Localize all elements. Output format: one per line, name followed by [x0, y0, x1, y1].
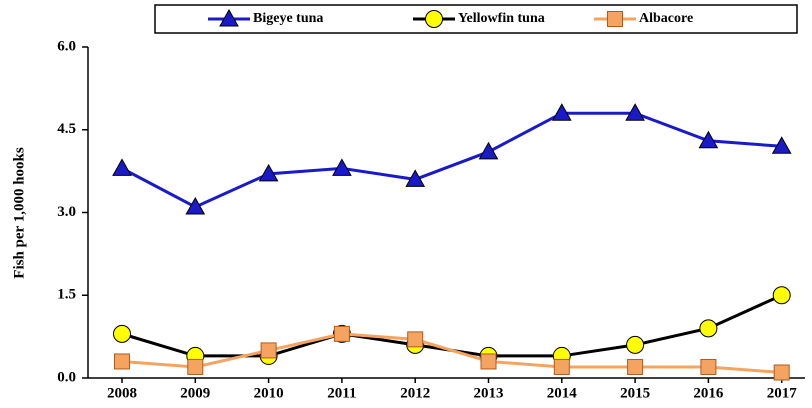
y-tick-label: 3.0 — [57, 204, 76, 220]
y-tick-label: 4.5 — [57, 121, 76, 137]
x-tick-label: 2017 — [767, 385, 798, 401]
data-point — [187, 358, 204, 375]
data-point — [699, 319, 718, 338]
data-point — [260, 342, 277, 359]
legend-marker — [607, 11, 623, 27]
x-tick-label: 2009 — [180, 385, 210, 401]
x-tick-label: 2010 — [254, 385, 284, 401]
data-point — [700, 358, 717, 375]
legend-marker — [425, 10, 443, 28]
series-line — [121, 111, 782, 209]
data-point — [407, 331, 424, 348]
legend-marker — [219, 8, 239, 27]
data-point — [551, 103, 572, 121]
series-line — [121, 293, 783, 358]
data-point — [627, 358, 644, 375]
x-tick-label: 2012 — [400, 385, 430, 401]
data-point — [478, 141, 499, 160]
legend-box — [154, 4, 798, 34]
data-point — [112, 158, 132, 176]
legend-label: Yellowfin tuna — [458, 11, 545, 26]
y-tick-label: 6.0 — [57, 38, 76, 54]
x-tick-label: 2015 — [620, 385, 650, 401]
data-point — [626, 335, 645, 354]
data-point — [771, 136, 792, 154]
data-point — [185, 196, 206, 215]
data-point — [333, 325, 350, 342]
x-tick-label: 2011 — [327, 385, 356, 401]
series-line — [121, 332, 782, 374]
data-point — [772, 286, 791, 305]
x-tick-label: 2014 — [547, 385, 578, 401]
data-point — [698, 130, 719, 149]
x-tick-label: 2008 — [107, 385, 137, 401]
y-axis-label: Fish per 1,000 hooks — [11, 147, 27, 279]
data-point — [480, 353, 497, 370]
legend-label: Albacore — [639, 11, 693, 26]
legend-label: Bigeye tuna — [253, 11, 323, 26]
x-tick-label: 2013 — [474, 385, 504, 401]
data-point — [625, 103, 645, 121]
x-tick-label: 2016 — [693, 385, 724, 401]
data-point — [773, 364, 790, 381]
data-point — [332, 158, 352, 176]
data-point — [113, 324, 131, 343]
data-point — [114, 353, 130, 370]
y-tick-label: 0.0 — [57, 369, 76, 385]
data-point — [405, 169, 426, 187]
data-point — [553, 358, 570, 375]
y-tick-label: 1.5 — [57, 287, 76, 303]
data-point — [258, 163, 279, 182]
